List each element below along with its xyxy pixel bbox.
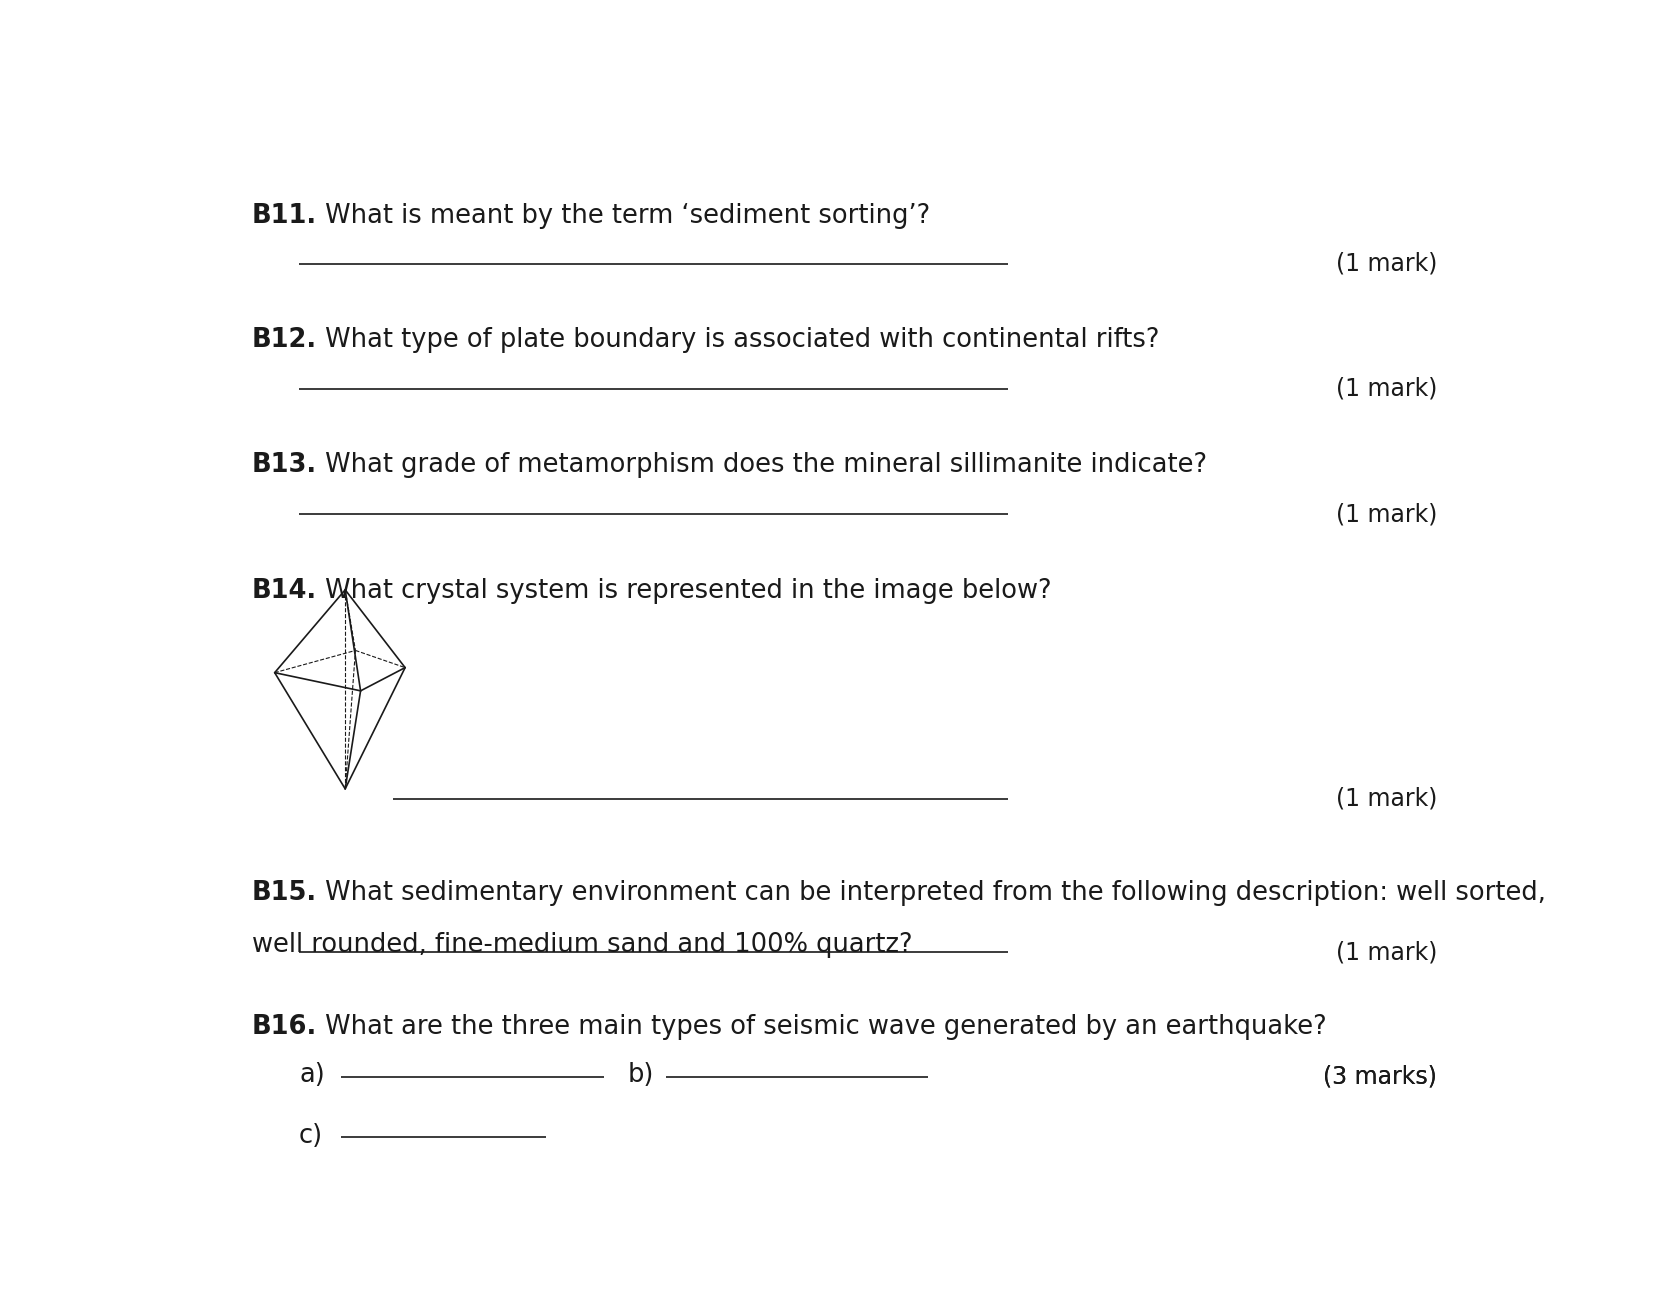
Text: What crystal system is represented in the image below?: What crystal system is represented in th…: [316, 577, 1052, 604]
Text: (3 marks): (3 marks): [1323, 1065, 1437, 1089]
Text: (1 mark): (1 mark): [1336, 377, 1437, 400]
Text: well rounded, fine-medium sand and 100% quartz?: well rounded, fine-medium sand and 100% …: [251, 933, 911, 958]
Text: b): b): [627, 1061, 653, 1088]
Text: What type of plate boundary is associated with continental rifts?: What type of plate boundary is associate…: [316, 327, 1159, 353]
Text: B15.: B15.: [251, 880, 316, 905]
Text: What are the three main types of seismic wave generated by an earthquake?: What are the three main types of seismic…: [318, 1014, 1327, 1040]
Text: What is meant by the term ‘sediment sorting’?: What is meant by the term ‘sediment sort…: [316, 203, 930, 228]
Text: What sedimentary environment can be interpreted from the following description: : What sedimentary environment can be inte…: [316, 880, 1545, 905]
Text: B11.: B11.: [251, 203, 316, 228]
Text: B16.: B16.: [251, 1014, 318, 1040]
Text: c): c): [299, 1123, 323, 1149]
Text: (3 marks): (3 marks): [1323, 1064, 1437, 1089]
Text: (1 mark): (1 mark): [1336, 941, 1437, 964]
Text: a): a): [299, 1061, 324, 1088]
Text: B13.: B13.: [251, 453, 316, 479]
Text: (1 mark): (1 mark): [1336, 502, 1437, 526]
Text: (1 mark): (1 mark): [1336, 252, 1437, 276]
Text: B14.: B14.: [251, 577, 316, 604]
Text: (1 mark): (1 mark): [1336, 787, 1437, 811]
Text: B12.: B12.: [251, 327, 316, 353]
Text: What grade of metamorphism does the mineral sillimanite indicate?: What grade of metamorphism does the mine…: [316, 453, 1207, 479]
